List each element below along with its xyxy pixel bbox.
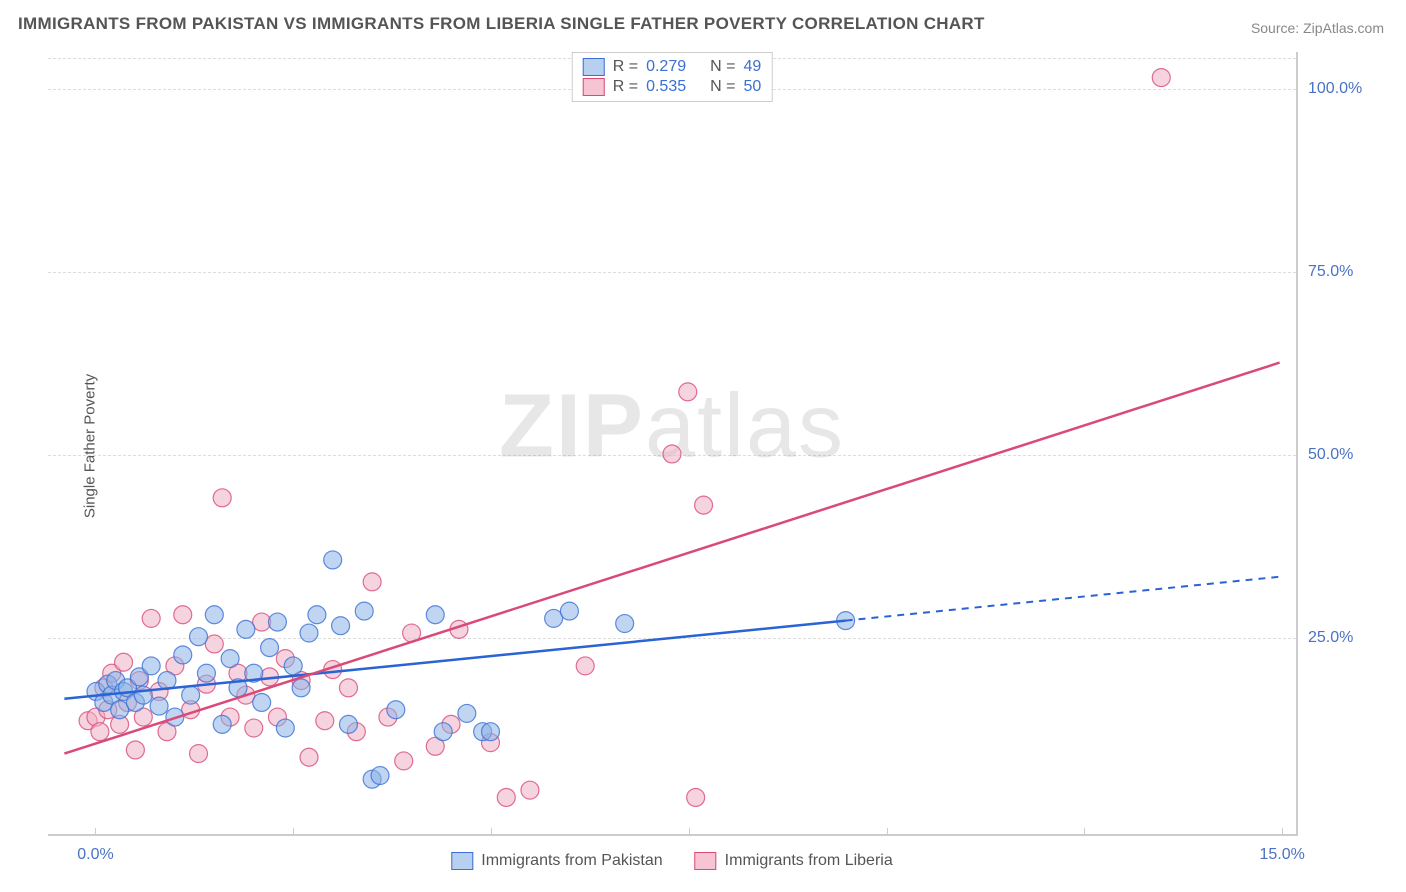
legend-item-2: Immigrants from Liberia bbox=[695, 852, 893, 870]
chart-title: IMMIGRANTS FROM PAKISTAN VS IMMIGRANTS F… bbox=[18, 14, 985, 34]
y-tick-label: 25.0% bbox=[1308, 629, 1388, 647]
r-label: R = bbox=[613, 78, 638, 96]
y-tick-label: 50.0% bbox=[1308, 446, 1388, 464]
r-label: R = bbox=[613, 58, 638, 76]
r-value: 0.279 bbox=[646, 58, 686, 76]
series-legend: Immigrants from Pakistan Immigrants from… bbox=[451, 852, 892, 870]
swatch-icon bbox=[583, 78, 605, 96]
legend-row-1: R = 0.279 N = 49 bbox=[583, 57, 762, 77]
plot-area: ZIPatlas 25.0%50.0%75.0%100.0% R = 0.279… bbox=[48, 52, 1298, 836]
legend-label: Immigrants from Pakistan bbox=[481, 852, 662, 870]
x-tick-label: 15.0% bbox=[1259, 846, 1304, 864]
y-tick-label: 75.0% bbox=[1308, 263, 1388, 281]
n-value: 50 bbox=[743, 78, 761, 96]
chart-svg bbox=[48, 52, 1296, 834]
n-label: N = bbox=[710, 58, 735, 76]
r-value: 0.535 bbox=[646, 78, 686, 96]
source-attribution: Source: ZipAtlas.com bbox=[1251, 20, 1384, 36]
legend-row-2: R = 0.535 N = 50 bbox=[583, 77, 762, 97]
swatch-icon bbox=[451, 852, 473, 870]
swatch-icon bbox=[695, 852, 717, 870]
y-tick-label: 100.0% bbox=[1308, 80, 1388, 98]
legend-label: Immigrants from Liberia bbox=[725, 852, 893, 870]
x-tick-label: 0.0% bbox=[77, 846, 113, 864]
correlation-legend: R = 0.279 N = 49 R = 0.535 N = 50 bbox=[572, 52, 773, 102]
n-label: N = bbox=[710, 78, 735, 96]
swatch-icon bbox=[583, 58, 605, 76]
legend-item-1: Immigrants from Pakistan bbox=[451, 852, 662, 870]
n-value: 49 bbox=[743, 58, 761, 76]
